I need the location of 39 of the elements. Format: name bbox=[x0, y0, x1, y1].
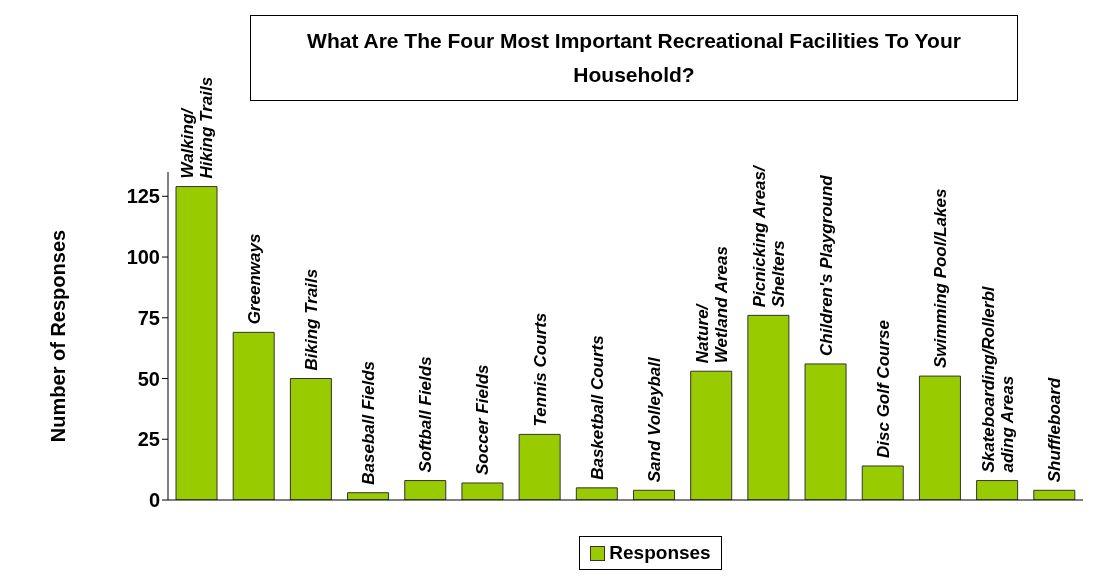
bar bbox=[175, 186, 218, 500]
y-tick-label: 125 bbox=[126, 185, 160, 208]
y-tick-label: 50 bbox=[137, 367, 160, 390]
legend-label: Responses bbox=[608, 542, 711, 564]
y-tick-label: 25 bbox=[137, 428, 160, 451]
x-tick-label: Picnicking Areas/ Shelters bbox=[749, 163, 788, 308]
x-tick-label: Soccer Fields bbox=[473, 364, 493, 475]
x-tick-label: Nature/ Wetland Areas bbox=[692, 246, 731, 364]
y-axis-title: Number of Responses bbox=[47, 229, 70, 443]
x-tick-label: Biking Trails bbox=[301, 268, 321, 371]
bar bbox=[918, 375, 961, 500]
x-tick-label: Swimming Pool/Lakes bbox=[930, 188, 950, 369]
bar bbox=[347, 492, 390, 500]
bar bbox=[861, 465, 904, 500]
x-tick-label: Skateboarding/Rollerblading Areas bbox=[978, 285, 1017, 473]
x-tick-label: Greenways bbox=[244, 233, 264, 325]
bar bbox=[690, 370, 733, 500]
bar bbox=[976, 480, 1019, 500]
x-tick-label: Shuffleboard bbox=[1045, 377, 1065, 483]
x-tick-label: Softball Fields bbox=[416, 356, 436, 473]
x-tick-label: Baseball Fields bbox=[359, 360, 379, 485]
y-tick-label: 0 bbox=[148, 489, 160, 512]
x-tick-label: Basketball Courts bbox=[587, 335, 607, 480]
bar bbox=[404, 480, 447, 500]
chart-title: What Are The Four Most Important Recreational Facilities To Your Household? bbox=[306, 28, 962, 88]
bar bbox=[747, 314, 790, 500]
x-tick-label: Children's Playground bbox=[816, 174, 836, 356]
bar bbox=[289, 378, 332, 500]
bar bbox=[461, 482, 504, 500]
bar bbox=[575, 487, 618, 500]
x-tick-label: Sand Volleyball bbox=[645, 355, 665, 483]
y-tick-label: 100 bbox=[126, 246, 160, 269]
bar bbox=[232, 331, 275, 500]
bar bbox=[804, 363, 847, 500]
x-tick-label: Disc Golf Course bbox=[873, 320, 893, 458]
y-tick-label: 75 bbox=[137, 306, 160, 329]
bar bbox=[518, 433, 561, 500]
x-tick-label: Tennis Courts bbox=[530, 312, 550, 427]
x-tick-label: Walking/ Hiking Trails bbox=[178, 76, 217, 179]
